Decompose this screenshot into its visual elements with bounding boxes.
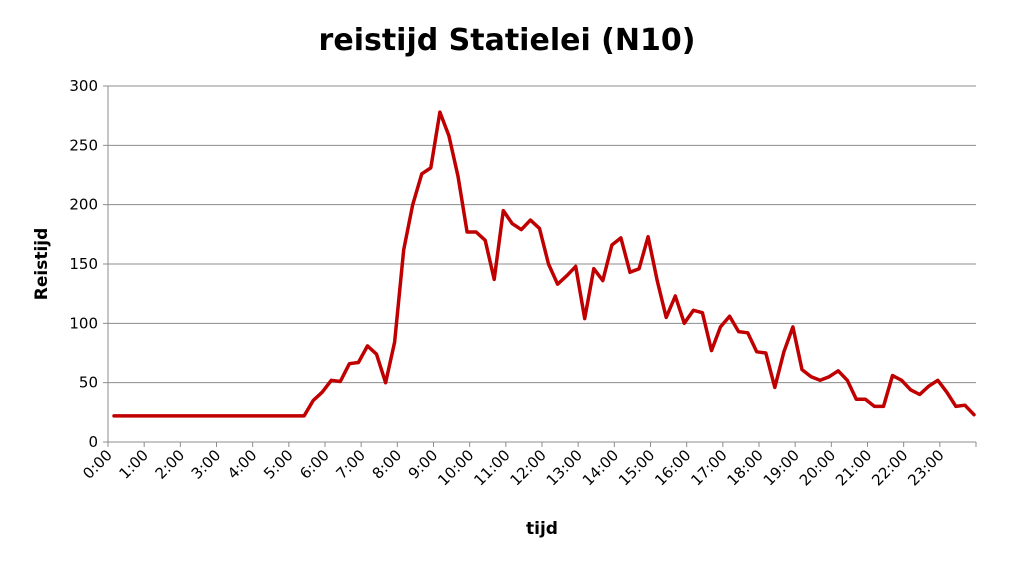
x-tick-label: 20:00 [796,446,839,489]
chart-title: reistijd Statielei (N10) [319,23,696,58]
y-tick-label: 250 [69,136,98,154]
x-tick-label: 0:00 [79,446,116,483]
y-tick-label: 150 [69,255,98,273]
x-tick-label: 4:00 [224,446,261,483]
y-tick-label: 50 [79,374,98,392]
x-tick-label: 5:00 [260,446,297,483]
x-tick-label: 11:00 [470,446,513,489]
y-axis-ticks: 0 50 100 150 200 250 300 [69,77,108,451]
x-tick-label: 17:00 [687,446,730,489]
y-axis-title: Reistijd [32,228,52,301]
x-tick-label: 16:00 [651,446,694,489]
x-tick-label: 6:00 [296,446,333,483]
y-tick-label: 0 [88,433,98,451]
x-tick-label: 23:00 [904,446,947,489]
x-tick-label: 21:00 [832,446,875,489]
x-tick-label: 14:00 [579,446,622,489]
x-tick-label: 12:00 [507,446,550,489]
y-tick-label: 200 [69,196,98,214]
y-tick-label: 100 [69,314,98,332]
x-tick-label: 10:00 [434,446,477,489]
gridlines [108,85,976,384]
x-tick-label: 15:00 [615,446,658,489]
x-tick-label: 2:00 [152,446,189,483]
x-tick-label: 8:00 [369,446,406,483]
x-tick-label: 22:00 [868,446,911,489]
y-tick-label: 300 [69,77,98,95]
x-axis-title: tijd [526,519,558,539]
series-line [112,110,976,418]
x-tick-label: 13:00 [543,446,586,489]
x-axis-ticks: 0:00 1:00 2:00 3:00 4:00 5:00 6:00 7:00 8:00 9:00… [79,442,977,489]
x-tick-label: 18:00 [724,446,767,489]
x-tick-label: 1:00 [115,446,152,483]
x-tick-label: 19:00 [760,446,803,489]
x-tick-label: 7:00 [332,446,369,483]
x-tick-label: 3:00 [188,446,225,483]
